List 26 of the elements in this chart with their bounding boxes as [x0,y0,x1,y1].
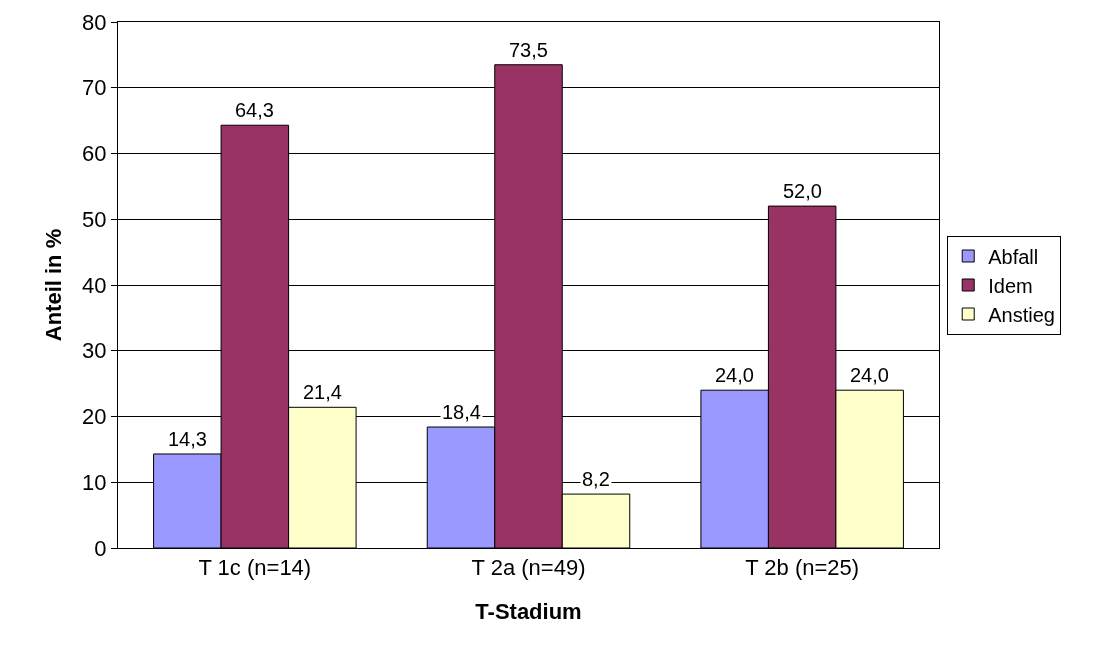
x-tick-label: T 2a (n=49) [471,555,586,581]
y-tick-label: 80 [82,9,107,35]
y-tick-label: 60 [82,141,107,167]
y-tick-label: 0 [94,535,107,561]
data-label: 18,4 [442,401,481,423]
data-label: 73,5 [509,39,548,61]
y-tick-label: 20 [82,404,107,430]
data-label: 24,0 [715,364,754,386]
data-label: 52,0 [783,180,822,202]
data-label: 8,2 [582,468,610,490]
legend-label: Abfall [988,245,1039,268]
legend-label: Idem [988,274,1033,297]
y-tick-label: 70 [82,75,107,101]
data-label: 64,3 [235,99,274,121]
x-axis-title: T-Stadium [475,599,582,625]
x-tick-label: T 1c (n=14) [198,555,312,581]
x-tick-label: T 2b (n=25) [745,555,860,581]
y-tick-label: 50 [82,206,107,232]
data-label: 14,3 [168,428,207,450]
y-tick-label: 10 [82,469,107,495]
data-label: 24,0 [850,364,889,386]
y-axis-title: Anteil in % [40,228,66,342]
y-tick-label: 40 [82,272,107,298]
legend-label: Anstieg [988,303,1055,326]
y-tick-label: 30 [82,338,107,364]
data-label: 21,4 [303,381,342,403]
